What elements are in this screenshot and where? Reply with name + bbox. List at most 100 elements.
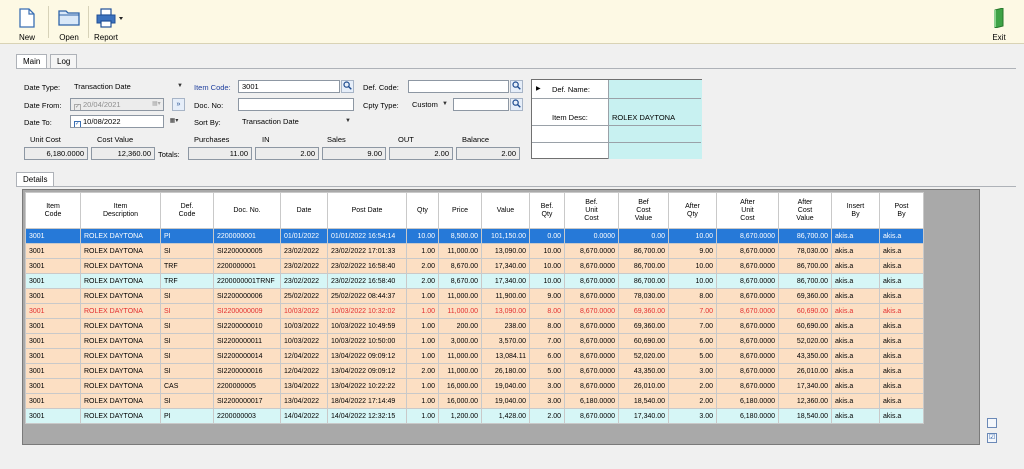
table-cell[interactable]: 3001 bbox=[25, 333, 81, 349]
table-cell[interactable]: akis.a bbox=[879, 318, 924, 334]
table-cell[interactable]: ROLEX DAYTONA bbox=[80, 228, 161, 244]
table-cell[interactable]: 1.00 bbox=[406, 408, 439, 424]
table-cell[interactable]: CAS bbox=[160, 378, 214, 394]
table-cell[interactable]: ROLEX DAYTONA bbox=[80, 333, 161, 349]
table-cell[interactable]: 13/04/2022 bbox=[280, 393, 328, 409]
table-cell[interactable]: akis.a bbox=[879, 288, 924, 304]
table-cell[interactable]: 43,350.00 bbox=[778, 348, 832, 364]
table-cell[interactable]: TRF bbox=[160, 258, 214, 274]
doc-no-input[interactable] bbox=[238, 98, 354, 111]
table-cell[interactable]: ROLEX DAYTONA bbox=[80, 378, 161, 394]
table-cell[interactable]: 8,670.0000 bbox=[716, 363, 779, 379]
column-header[interactable]: Doc. No. bbox=[213, 192, 281, 229]
table-cell[interactable]: 8,670.0000 bbox=[564, 243, 619, 259]
table-cell[interactable]: 8,670.0000 bbox=[716, 348, 779, 364]
table-cell[interactable]: SI bbox=[160, 318, 214, 334]
table-cell[interactable]: 10.00 bbox=[529, 258, 565, 274]
table-cell[interactable]: 8,670.0000 bbox=[564, 408, 619, 424]
table-cell[interactable]: SI2200000017 bbox=[213, 393, 281, 409]
table-row[interactable]: 3001 ROLEX DAYTONA CAS 2200000005 13/04/2022… bbox=[25, 378, 924, 394]
table-cell[interactable]: 43,350.00 bbox=[618, 363, 669, 379]
table-cell[interactable]: 69,360.00 bbox=[618, 318, 669, 334]
column-header[interactable]: Insert By bbox=[831, 192, 880, 229]
table-cell[interactable]: 9.00 bbox=[668, 243, 717, 259]
table-cell[interactable]: 23/02/2022 17:01:33 bbox=[327, 243, 407, 259]
table-cell[interactable]: 8.00 bbox=[668, 288, 717, 304]
table-cell[interactable]: 8,670.0000 bbox=[564, 303, 619, 319]
table-cell[interactable]: 6.00 bbox=[529, 348, 565, 364]
table-cell[interactable]: 13,084.11 bbox=[481, 348, 530, 364]
table-cell[interactable]: 8,670.00 bbox=[438, 273, 482, 289]
table-row[interactable]: 3001 ROLEX DAYTONA SI SI2200000017 13/04/202… bbox=[25, 393, 924, 409]
def-code-input[interactable] bbox=[408, 80, 509, 93]
table-cell[interactable]: 86,700.00 bbox=[618, 273, 669, 289]
tab-log[interactable]: Log bbox=[50, 54, 78, 69]
table-cell[interactable]: 10.00 bbox=[668, 258, 717, 274]
table-cell[interactable]: 69,360.00 bbox=[618, 303, 669, 319]
table-cell[interactable]: SI bbox=[160, 393, 214, 409]
table-cell[interactable]: 3.00 bbox=[668, 363, 717, 379]
chevron-down-icon[interactable]: ▼ bbox=[177, 83, 183, 89]
table-cell[interactable]: 3.00 bbox=[529, 393, 565, 409]
checkbox-empty-icon[interactable] bbox=[987, 418, 997, 428]
table-cell[interactable]: SI2200000010 bbox=[213, 318, 281, 334]
report-button[interactable]: Report bbox=[92, 6, 128, 42]
table-cell[interactable]: 18,540.00 bbox=[778, 408, 832, 424]
table-cell[interactable]: akis.a bbox=[879, 243, 924, 259]
table-row[interactable]: 3001 ROLEX DAYTONA PI 2200000001 01/01/2022 0… bbox=[25, 228, 924, 244]
table-cell[interactable]: 8,670.0000 bbox=[716, 333, 779, 349]
table-cell[interactable]: 18,540.00 bbox=[618, 393, 669, 409]
table-cell[interactable]: 1.00 bbox=[406, 333, 439, 349]
table-cell[interactable]: 3001 bbox=[25, 363, 81, 379]
table-cell[interactable]: 86,700.00 bbox=[778, 273, 832, 289]
table-cell[interactable]: akis.a bbox=[831, 318, 880, 334]
table-cell[interactable]: SI2200000016 bbox=[213, 363, 281, 379]
cpty-input[interactable] bbox=[453, 98, 509, 111]
table-cell[interactable]: 3001 bbox=[25, 288, 81, 304]
table-cell[interactable]: SI bbox=[160, 363, 214, 379]
table-cell[interactable]: 10/03/2022 10:50:00 bbox=[327, 333, 407, 349]
table-cell[interactable]: 11,000.00 bbox=[438, 303, 482, 319]
calendar-icon[interactable]: ▦▾ bbox=[152, 101, 161, 107]
table-cell[interactable]: 2.00 bbox=[406, 363, 439, 379]
table-cell[interactable]: 16,000.00 bbox=[438, 393, 482, 409]
table-cell[interactable]: 14/04/2022 12:32:15 bbox=[327, 408, 407, 424]
table-cell[interactable]: 8,500.00 bbox=[438, 228, 482, 244]
column-header[interactable]: Bef. Qty bbox=[529, 192, 565, 229]
table-cell[interactable]: 12/04/2022 bbox=[280, 363, 328, 379]
table-cell[interactable]: 11,000.00 bbox=[438, 288, 482, 304]
table-cell[interactable]: 86,700.00 bbox=[778, 228, 832, 244]
table-cell[interactable]: SI bbox=[160, 348, 214, 364]
table-cell[interactable]: ROLEX DAYTONA bbox=[80, 408, 161, 424]
table-row[interactable]: 3001 ROLEX DAYTONA SI SI2200000011 10/03/202… bbox=[25, 333, 924, 349]
table-cell[interactable]: 238.00 bbox=[481, 318, 530, 334]
table-cell[interactable]: 52,020.00 bbox=[618, 348, 669, 364]
table-cell[interactable]: 1.00 bbox=[406, 303, 439, 319]
table-cell[interactable]: 5.00 bbox=[668, 348, 717, 364]
table-cell[interactable]: 60,690.00 bbox=[618, 333, 669, 349]
table-cell[interactable]: 23/02/2022 bbox=[280, 243, 328, 259]
table-cell[interactable]: 2.00 bbox=[668, 378, 717, 394]
table-cell[interactable]: akis.a bbox=[879, 273, 924, 289]
column-header[interactable]: Post By bbox=[879, 192, 924, 229]
date-shift-button[interactable]: » bbox=[172, 98, 185, 111]
column-header[interactable]: Qty bbox=[406, 192, 439, 229]
calendar-icon[interactable]: ▦▾ bbox=[169, 118, 179, 124]
item-code-input[interactable]: 3001 bbox=[238, 80, 340, 93]
column-header[interactable]: Def. Code bbox=[160, 192, 214, 229]
table-cell[interactable]: PI bbox=[160, 228, 214, 244]
table-cell[interactable]: 2200000003 bbox=[213, 408, 281, 424]
table-cell[interactable]: SI2200000009 bbox=[213, 303, 281, 319]
table-cell[interactable]: 8,670.0000 bbox=[564, 363, 619, 379]
table-cell[interactable]: 10/03/2022 10:32:02 bbox=[327, 303, 407, 319]
table-cell[interactable]: 13,090.00 bbox=[481, 243, 530, 259]
table-cell[interactable]: ROLEX DAYTONA bbox=[80, 348, 161, 364]
table-cell[interactable]: 17,340.00 bbox=[618, 408, 669, 424]
table-cell[interactable]: 10/03/2022 bbox=[280, 318, 328, 334]
table-cell[interactable]: 2200000001 bbox=[213, 258, 281, 274]
table-cell[interactable]: 1,200.00 bbox=[438, 408, 482, 424]
table-cell[interactable]: 13/04/2022 09:09:12 bbox=[327, 348, 407, 364]
table-cell[interactable]: 16,000.00 bbox=[438, 378, 482, 394]
table-cell[interactable]: 86,700.00 bbox=[618, 243, 669, 259]
chevron-down-icon[interactable]: ▼ bbox=[345, 118, 351, 124]
